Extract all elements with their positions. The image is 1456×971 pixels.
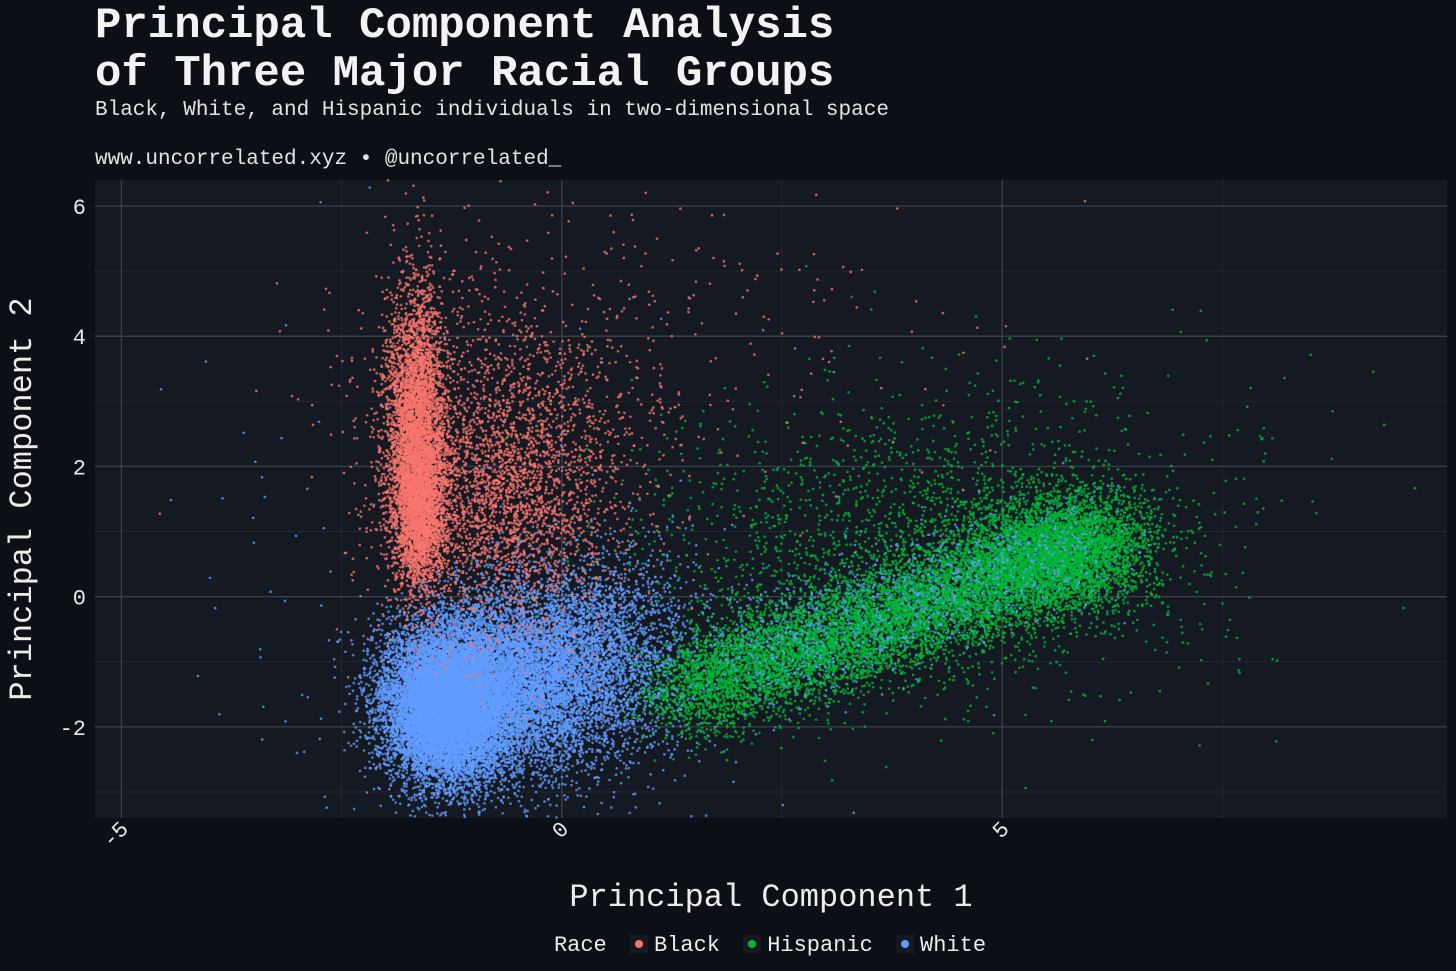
point-white xyxy=(353,742,356,745)
point-white xyxy=(368,752,371,755)
point-white xyxy=(431,814,434,817)
point-white xyxy=(392,768,395,771)
point-white xyxy=(399,622,402,625)
point-white xyxy=(372,763,375,766)
point-white xyxy=(414,781,417,784)
point-white xyxy=(490,790,493,793)
point-white xyxy=(363,722,366,725)
point-white xyxy=(354,618,357,621)
point-white xyxy=(399,681,402,684)
point-white xyxy=(374,711,377,714)
point-white xyxy=(394,757,397,760)
point-white xyxy=(405,794,408,797)
point-white xyxy=(375,732,378,735)
point-white xyxy=(366,791,369,794)
point-white xyxy=(462,604,465,607)
point-white xyxy=(403,785,406,788)
point-white xyxy=(369,657,372,660)
point-white xyxy=(356,740,359,743)
point-white xyxy=(363,671,366,674)
point-white xyxy=(413,777,416,780)
point-white xyxy=(459,783,462,786)
point-white xyxy=(359,721,362,724)
point-white xyxy=(325,806,328,809)
point-white xyxy=(384,752,387,755)
point-white xyxy=(361,693,364,696)
point-white xyxy=(408,778,411,781)
point-white xyxy=(413,796,416,799)
point-white xyxy=(397,775,400,778)
point-white xyxy=(419,773,422,776)
point-white xyxy=(390,757,393,760)
point-white xyxy=(405,772,408,775)
point-white xyxy=(363,749,366,752)
point-white xyxy=(362,658,365,661)
point-white xyxy=(410,799,413,802)
point-white xyxy=(359,736,362,739)
point-white xyxy=(511,783,514,786)
point-white xyxy=(418,788,421,791)
point-white xyxy=(318,737,321,740)
point-white xyxy=(395,811,398,814)
point-white xyxy=(421,806,424,809)
point-white xyxy=(389,777,392,780)
point-white xyxy=(397,795,400,798)
point-white xyxy=(368,716,371,719)
point-white xyxy=(405,783,408,786)
point-white xyxy=(466,799,469,802)
point-white xyxy=(543,800,546,803)
point-white xyxy=(388,616,391,619)
point-white xyxy=(347,742,350,745)
point-white xyxy=(358,682,361,685)
point-white xyxy=(399,802,402,805)
point-white xyxy=(477,798,480,801)
point-white xyxy=(356,707,359,710)
point-white xyxy=(385,734,388,737)
point-white xyxy=(392,776,395,779)
point-white xyxy=(348,685,351,688)
point-white xyxy=(379,714,382,717)
point-white xyxy=(365,683,368,686)
point-white xyxy=(344,703,347,706)
point-white xyxy=(378,645,381,648)
point-white xyxy=(362,649,365,652)
point-white xyxy=(369,676,372,679)
point-white xyxy=(518,781,521,784)
